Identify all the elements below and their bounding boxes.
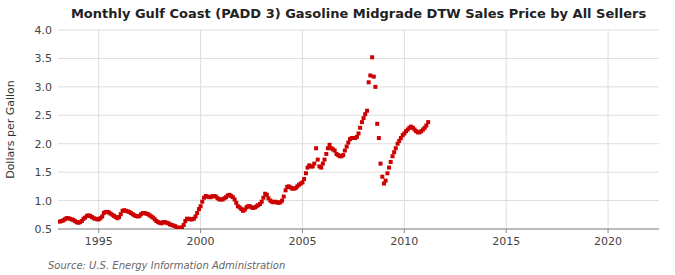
point xyxy=(200,200,204,204)
point xyxy=(389,160,393,164)
point xyxy=(314,146,318,150)
point xyxy=(367,80,371,84)
x-tick-label: 1995 xyxy=(85,235,113,248)
x-grid-line xyxy=(302,30,303,229)
y-tick-label: 1.5 xyxy=(35,166,53,179)
point xyxy=(394,146,398,150)
point xyxy=(312,162,316,166)
y-grid-line xyxy=(58,172,659,173)
y-grid-line xyxy=(58,229,659,230)
x-axis-line xyxy=(58,229,659,230)
point xyxy=(346,141,350,145)
point xyxy=(316,158,320,162)
y-tick-label: 0.5 xyxy=(35,223,53,236)
point xyxy=(365,109,369,113)
point xyxy=(358,126,362,130)
y-grid-line xyxy=(58,115,659,116)
point xyxy=(304,171,308,175)
y-tick-label: 3.0 xyxy=(35,81,53,94)
y-tick-label: 2.0 xyxy=(35,138,53,151)
point xyxy=(379,162,383,166)
point xyxy=(345,145,349,149)
point xyxy=(100,214,104,218)
point xyxy=(260,200,264,204)
x-tick xyxy=(98,229,99,233)
point xyxy=(182,223,186,227)
point xyxy=(375,122,379,126)
point xyxy=(341,153,345,157)
x-tick-label: 2000 xyxy=(187,235,215,248)
x-tick xyxy=(200,229,201,233)
point xyxy=(384,179,388,183)
y-grid-line xyxy=(58,30,659,31)
point xyxy=(391,154,395,158)
y-axis-label: Dollars per Gallon xyxy=(4,80,17,179)
point xyxy=(119,212,123,216)
chart: Monthly Gulf Coast (PADD 3) Gasoline Mid… xyxy=(0,0,675,275)
y-tick-label: 1.0 xyxy=(35,195,53,208)
y-tick-label: 3.5 xyxy=(35,52,53,65)
point xyxy=(195,211,199,215)
point xyxy=(194,214,198,218)
point xyxy=(368,73,372,77)
grid xyxy=(58,30,659,229)
point xyxy=(326,146,330,150)
x-tick xyxy=(608,229,609,233)
point xyxy=(302,177,306,181)
y-grid-line xyxy=(58,86,659,87)
point xyxy=(234,201,238,205)
source: Source: U.S. Energy Information Administ… xyxy=(48,260,285,271)
point xyxy=(199,204,203,208)
point xyxy=(426,120,430,124)
y-tick-label: 2.5 xyxy=(35,109,53,122)
x-grid-line xyxy=(608,30,609,229)
x-tick-label: 2010 xyxy=(390,235,418,248)
x-grid-line xyxy=(506,30,507,229)
point xyxy=(328,143,332,147)
point xyxy=(360,120,364,124)
point xyxy=(392,150,396,154)
x-tick xyxy=(404,229,405,233)
point xyxy=(357,131,361,135)
point xyxy=(343,149,347,153)
y-tick-label: 4.0 xyxy=(35,24,53,37)
point xyxy=(380,175,384,179)
point xyxy=(333,149,337,153)
x-grid-line xyxy=(200,30,201,229)
title: Monthly Gulf Coast (PADD 3) Gasoline Mid… xyxy=(71,6,647,21)
x-tick-label: 2020 xyxy=(594,235,622,248)
point xyxy=(362,116,366,120)
point xyxy=(265,193,269,197)
point xyxy=(377,136,381,140)
point xyxy=(363,112,367,116)
y-grid-line xyxy=(58,58,659,59)
point xyxy=(233,197,237,201)
point xyxy=(282,195,286,199)
point xyxy=(387,166,391,170)
x-tick-label: 2005 xyxy=(288,235,316,248)
point xyxy=(424,124,428,128)
point xyxy=(324,152,328,156)
point xyxy=(280,199,284,203)
point xyxy=(319,166,323,170)
point xyxy=(261,196,265,200)
point xyxy=(385,171,389,175)
x-tick xyxy=(302,229,303,233)
point xyxy=(321,162,325,166)
y-grid-line xyxy=(58,200,659,201)
point xyxy=(355,135,359,139)
point xyxy=(370,55,374,59)
y-grid-line xyxy=(58,143,659,144)
point xyxy=(284,188,288,192)
x-grid-line xyxy=(98,30,99,229)
x-tick-label: 2015 xyxy=(492,235,520,248)
point xyxy=(373,85,377,89)
point xyxy=(322,158,326,162)
point xyxy=(372,75,376,79)
point xyxy=(300,180,304,184)
points xyxy=(58,55,430,229)
x-tick xyxy=(506,229,507,233)
